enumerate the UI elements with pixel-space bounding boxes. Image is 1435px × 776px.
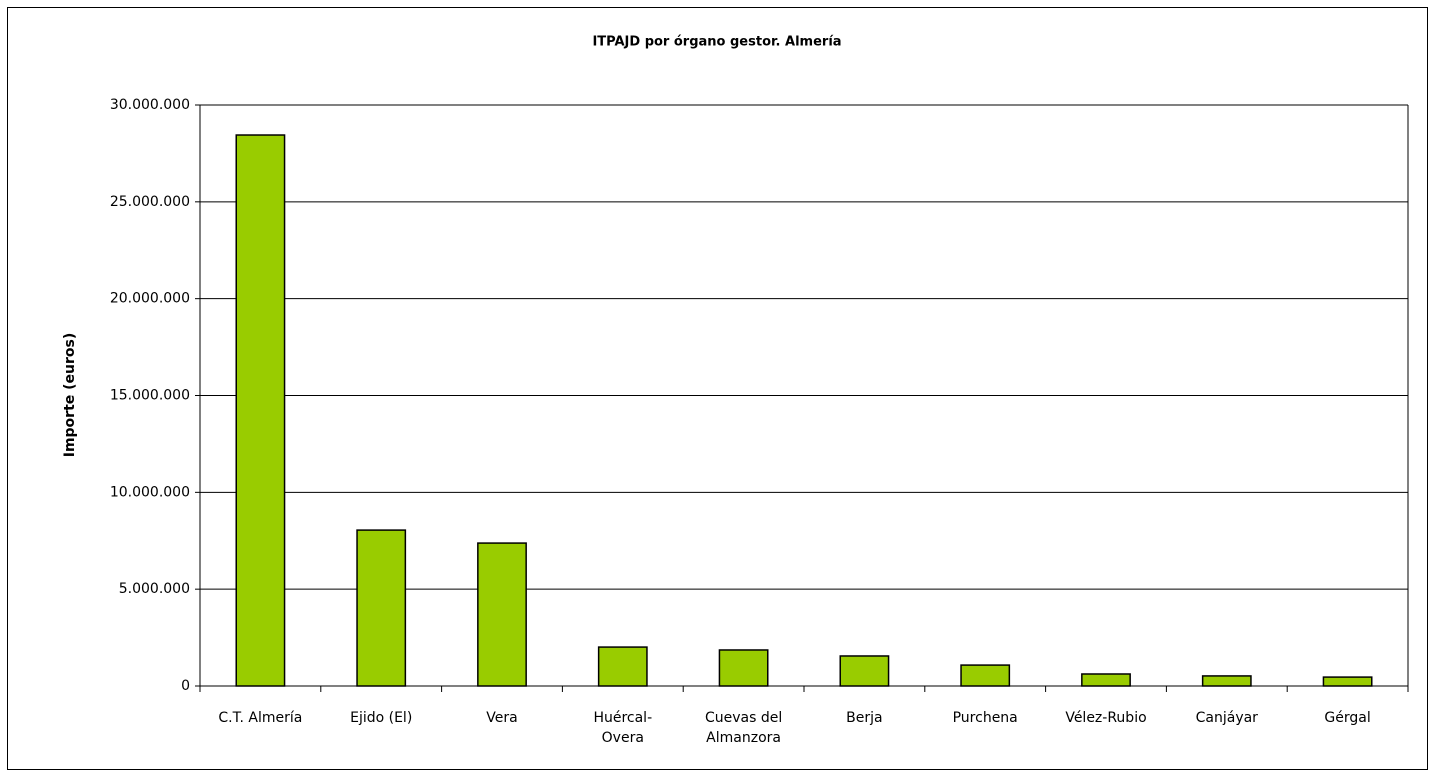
chart-title: ITPAJD por órgano gestor. Almería <box>592 35 841 50</box>
bar <box>1201 675 1252 687</box>
x-tick-label: Huércal-Overa <box>593 710 653 746</box>
chart-frame <box>7 7 1428 770</box>
y-tick-label: 0 <box>181 678 190 694</box>
y-tick-label: 20.000.000 <box>110 291 190 307</box>
bar <box>356 529 407 687</box>
x-tick-label: C.T. Almería <box>218 710 303 726</box>
y-axis-label: Importe (euros) <box>62 333 78 458</box>
bar <box>718 649 769 687</box>
bar <box>839 655 890 687</box>
y-tick-label: 15.000.000 <box>110 388 190 404</box>
bar <box>235 134 286 687</box>
x-tick-label: Ejido (El) <box>350 710 413 726</box>
y-tick-label: 30.000.000 <box>110 97 190 113</box>
bar <box>960 664 1011 687</box>
x-tick-label: Gérgal <box>1324 710 1371 726</box>
x-tick-label: Vélez-Rubio <box>1065 710 1147 726</box>
bar <box>1322 676 1373 687</box>
y-tick-label: 10.000.000 <box>110 484 190 500</box>
y-tick-label: 5.000.000 <box>119 581 190 597</box>
x-tick-label: Canjáyar <box>1195 710 1258 726</box>
x-tick-label: Vera <box>486 710 518 726</box>
bar <box>477 542 527 687</box>
x-tick-label: Cuevas del Almanzora <box>704 710 783 746</box>
bar <box>597 646 648 687</box>
y-tick-label: 25.000.000 <box>110 194 190 210</box>
x-tick-label: Purchena <box>952 710 1018 726</box>
bar <box>1081 673 1131 687</box>
x-tick-label: Berja <box>846 710 883 726</box>
